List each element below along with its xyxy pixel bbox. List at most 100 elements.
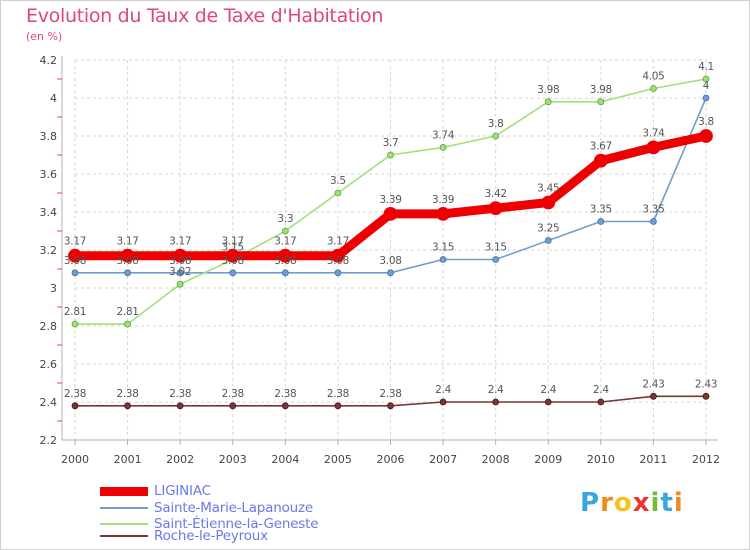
data-label-sainte-marie-lapanouze: 3.15 — [432, 242, 454, 254]
data-point-saint-etienne-la-geneste — [597, 98, 605, 106]
data-label-saint-etienne-la-geneste: 3.74 — [432, 129, 455, 141]
data-label-sainte-marie-lapanouze: 3.25 — [537, 223, 559, 235]
legend-item-liginiac: LIGINIAC — [100, 483, 211, 499]
data-point-roche-le-peyroux — [176, 402, 184, 410]
legend-item-saint-etienne-la-geneste: Saint-Étienne-la-Geneste — [100, 516, 319, 532]
y-tick-label: 2.4 — [40, 396, 58, 409]
data-label-liginiac: 3.74 — [642, 127, 665, 139]
x-tick-label: 2007 — [429, 453, 457, 466]
legend-swatch-sainte-marie-lapanouze — [100, 507, 148, 509]
y-tick-label: 4 — [50, 92, 57, 105]
data-point-sainte-marie-lapanouze — [71, 269, 79, 277]
y-tick-label: 3.8 — [40, 130, 58, 143]
data-point-liginiac — [68, 248, 82, 263]
data-point-liginiac — [646, 140, 661, 155]
data-point-roche-le-peyroux — [71, 402, 79, 410]
data-point-liginiac — [593, 153, 608, 168]
data-label-roche-le-peyroux: 2.43 — [642, 378, 664, 390]
logo-letter: t — [660, 488, 674, 518]
data-label-saint-etienne-la-geneste: 3.98 — [590, 84, 612, 96]
data-point-saint-etienne-la-geneste — [492, 132, 500, 140]
data-label-sainte-marie-lapanouze: 3.08 — [379, 255, 401, 267]
data-label-liginiac: 3.17 — [274, 236, 296, 248]
data-point-liginiac — [488, 201, 503, 216]
data-point-roche-le-peyroux — [387, 402, 394, 410]
data-label-saint-etienne-la-geneste: 3.3 — [277, 213, 293, 225]
data-label-roche-le-peyroux: 2.38 — [169, 388, 191, 400]
x-tick-label: 2002 — [166, 453, 194, 466]
data-point-liginiac — [436, 206, 450, 221]
data-label-saint-etienne-la-geneste: 3.02 — [169, 266, 191, 278]
data-point-liginiac — [173, 248, 188, 263]
data-label-sainte-marie-lapanouze: 3.08 — [169, 255, 191, 267]
data-point-roche-le-peyroux — [334, 402, 342, 410]
data-point-liginiac — [278, 248, 293, 263]
data-point-saint-etienne-la-geneste — [387, 151, 394, 159]
data-point-saint-etienne-la-geneste — [124, 320, 131, 328]
logo-letter: o — [613, 488, 633, 518]
data-point-roche-le-peyroux — [439, 398, 447, 406]
data-label-saint-etienne-la-geneste: 3.7 — [383, 137, 399, 149]
data-label-sainte-marie-lapanouze: 3.08 — [274, 255, 296, 267]
x-tick-label: 2011 — [639, 453, 667, 466]
data-point-roche-le-peyroux — [281, 402, 289, 410]
data-label-saint-etienne-la-geneste: 3.98 — [537, 84, 559, 96]
legend-item-roche-le-peyroux: Roche-le-Peyroux — [100, 528, 268, 544]
data-label-liginiac: 3.39 — [379, 194, 401, 206]
data-point-roche-le-peyroux — [229, 402, 237, 410]
y-tick-label: 2.2 — [40, 434, 58, 447]
legend-item-sainte-marie-lapanouze: Sainte-Marie-Lapanouze — [100, 500, 313, 516]
data-point-sainte-marie-lapanouze — [334, 269, 342, 277]
data-label-saint-etienne-la-geneste: 3.8 — [488, 118, 504, 130]
data-point-sainte-marie-lapanouze — [492, 256, 500, 263]
legend-swatch-saint-etienne-la-geneste — [100, 523, 148, 525]
logo-letter: r — [600, 488, 614, 518]
data-point-roche-le-peyroux — [492, 398, 500, 406]
x-tick-label: 2006 — [377, 453, 405, 466]
data-label-liginiac: 3.8 — [698, 116, 714, 128]
data-point-saint-etienne-la-geneste — [544, 98, 552, 106]
data-label-liginiac: 3.17 — [169, 236, 191, 248]
data-label-roche-le-peyroux: 2.43 — [695, 378, 717, 390]
data-label-saint-etienne-la-geneste: 2.81 — [116, 306, 138, 318]
data-point-liginiac — [120, 248, 135, 263]
data-label-liginiac: 3.17 — [116, 236, 138, 248]
y-tick-label: 3 — [50, 282, 57, 295]
data-label-liginiac: 3.17 — [64, 236, 86, 248]
data-point-saint-etienne-la-geneste — [650, 85, 657, 92]
legend-swatch-roche-le-peyroux — [100, 535, 148, 537]
data-point-saint-etienne-la-geneste — [439, 143, 447, 151]
data-label-sainte-marie-lapanouze: 3.08 — [116, 255, 138, 267]
data-label-liginiac: 3.17 — [327, 236, 349, 248]
legend-label-roche-le-peyroux: Roche-le-Peyroux — [154, 528, 268, 544]
x-tick-label: 2009 — [534, 453, 562, 466]
data-point-sainte-marie-lapanouze — [650, 218, 657, 225]
data-label-saint-etienne-la-geneste: 3.5 — [330, 175, 346, 187]
data-point-sainte-marie-lapanouze — [124, 269, 131, 277]
legend-label-liginiac: LIGINIAC — [154, 483, 211, 499]
data-point-liginiac — [699, 129, 713, 143]
data-label-sainte-marie-lapanouze: 3.08 — [327, 255, 349, 267]
data-label-roche-le-peyroux: 2.4 — [488, 384, 504, 396]
chart-title: Evolution du Taux de Taxe d'Habitation — [26, 5, 384, 27]
data-label-saint-etienne-la-geneste: 4.05 — [642, 71, 664, 83]
data-point-sainte-marie-lapanouze — [439, 256, 447, 263]
data-point-liginiac — [541, 195, 556, 210]
data-point-sainte-marie-lapanouze — [597, 218, 605, 225]
data-point-sainte-marie-lapanouze — [176, 269, 184, 277]
data-label-roche-le-peyroux: 2.4 — [540, 384, 556, 396]
data-label-roche-le-peyroux: 2.38 — [64, 388, 86, 400]
data-point-sainte-marie-lapanouze — [544, 237, 552, 244]
data-label-liginiac: 3.17 — [222, 236, 244, 248]
data-label-liginiac: 3.39 — [432, 194, 454, 206]
data-point-saint-etienne-la-geneste — [281, 227, 289, 235]
y-tick-label: 2.6 — [40, 358, 58, 371]
data-label-sainte-marie-lapanouze: 3.15 — [485, 242, 507, 254]
logo-letter: x — [632, 488, 651, 518]
data-label-roche-le-peyroux: 2.4 — [435, 384, 451, 396]
data-label-roche-le-peyroux: 2.38 — [327, 388, 349, 400]
logo-letter: i — [673, 488, 684, 518]
data-point-liginiac — [331, 248, 345, 263]
data-point-sainte-marie-lapanouze — [702, 94, 710, 102]
